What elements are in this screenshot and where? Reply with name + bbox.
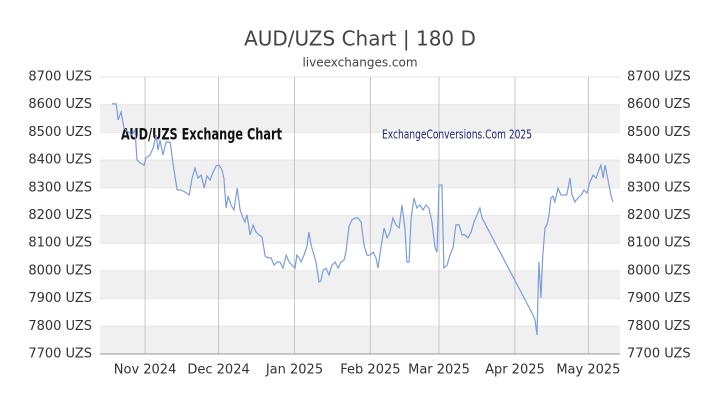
grid-band <box>100 270 620 299</box>
chart-subtitle: liveexchanges.com <box>302 56 417 70</box>
x-tick-label: Nov 2024 <box>114 363 177 378</box>
y-tick-label: 8400 UZS <box>28 153 92 168</box>
y2-tick-label: 8700 UZS <box>627 70 691 85</box>
y-tick-label: 7800 UZS <box>28 319 92 334</box>
x-tick-label: Jan 2025 <box>265 363 323 378</box>
x-tick-label: Feb 2025 <box>340 363 400 378</box>
y-tick-label: 8700 UZS <box>28 70 92 85</box>
y-tick-label: 8300 UZS <box>28 180 92 195</box>
y-tick-label: 8500 UZS <box>28 125 92 140</box>
x-tick-label: Mar 2025 <box>408 363 470 378</box>
price-line <box>112 103 614 335</box>
x-tick-label: Dec 2024 <box>187 363 249 378</box>
y2-tick-label: 8400 UZS <box>627 153 691 168</box>
grid-band <box>100 160 620 188</box>
y2-tick-label: 7800 UZS <box>627 319 691 334</box>
y2-tick-label: 8000 UZS <box>627 263 691 278</box>
y2-tick-label: 8600 UZS <box>627 97 691 112</box>
y2-tick-label: 8500 UZS <box>627 125 691 140</box>
y2-tick-label: 8300 UZS <box>627 180 691 195</box>
x-tick-label: Apr 2025 <box>485 363 545 378</box>
x-tick-label: May 2025 <box>556 363 620 378</box>
y-tick-label: 8100 UZS <box>28 236 92 251</box>
y-tick-label: 8600 UZS <box>28 97 92 112</box>
chart-title: AUD/UZS Chart | 180 D <box>244 27 476 51</box>
y2-tick-label: 8100 UZS <box>627 236 691 251</box>
y-tick-label: 8000 UZS <box>28 263 92 278</box>
y2-tick-label: 8200 UZS <box>627 208 691 223</box>
y-tick-label: 7700 UZS <box>28 347 92 362</box>
y2-tick-label: 7700 UZS <box>627 347 691 362</box>
grid-band <box>100 104 620 133</box>
annotation: ExchangeConversions.Com 2025 <box>382 128 532 142</box>
y-tick-label: 8200 UZS <box>28 208 92 223</box>
annotation: AUD/UZS Exchange Chart <box>121 125 282 144</box>
grid-band <box>100 326 620 354</box>
y-tick-label: 7900 UZS <box>28 291 92 306</box>
y2-tick-label: 7900 UZS <box>627 291 691 306</box>
